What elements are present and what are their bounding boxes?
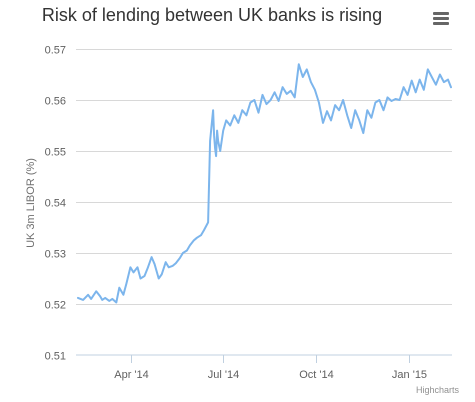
y-tick-label: 0.51 xyxy=(45,351,66,363)
chart-title: Risk of lending between UK banks is risi… xyxy=(42,5,382,25)
x-tick-label: Jan '15 xyxy=(392,369,427,381)
credits-link[interactable]: Highcharts xyxy=(416,385,460,395)
y-tick-label: 0.53 xyxy=(45,249,66,261)
series-layer xyxy=(77,63,452,304)
chart-menu-button[interactable] xyxy=(429,10,453,26)
y-tick-label: 0.52 xyxy=(45,300,66,312)
y-tick-label: 0.55 xyxy=(45,147,66,159)
x-tick-label: Jul '14 xyxy=(208,369,239,381)
y-axis-labels: 0.51 0.52 0.53 0.54 0.55 0.56 0.57 xyxy=(45,45,66,363)
y-tick-label: 0.56 xyxy=(45,96,66,108)
libor-series-line xyxy=(77,63,452,304)
y-gridlines xyxy=(76,49,452,305)
y-tick-label: 0.54 xyxy=(45,198,66,210)
y-axis-title: UK 3m LIBOR (%) xyxy=(25,158,37,248)
x-tick-label: Oct '14 xyxy=(299,369,334,381)
y-tick-label: 0.57 xyxy=(45,45,66,57)
x-tick-label: Apr '14 xyxy=(114,369,149,381)
x-axis-ticks: Apr '14 Jul '14 Oct '14 Jan '15 xyxy=(114,355,427,381)
